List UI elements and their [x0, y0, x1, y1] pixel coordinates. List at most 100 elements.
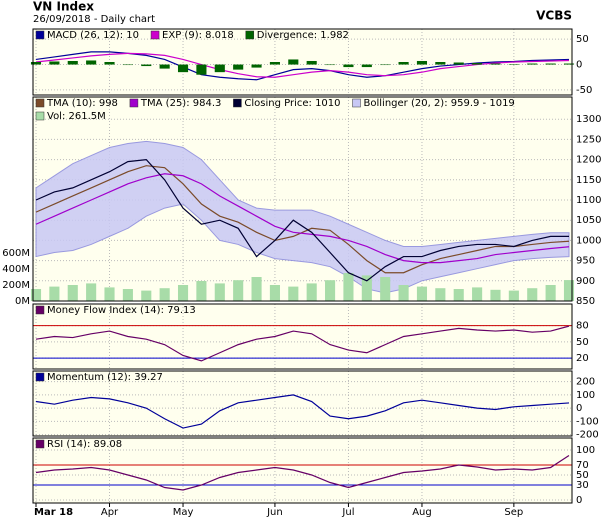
x-tick-label: May [173, 507, 194, 518]
y-tick-label: 1150 [576, 175, 601, 186]
series-line [35, 454, 570, 491]
y-tick-label: 100 [576, 445, 595, 456]
volume-bar [67, 285, 78, 301]
y-tick-label: 100 [576, 390, 595, 401]
volume-bar [233, 280, 244, 301]
series-line [35, 165, 570, 274]
panel-frame [32, 96, 573, 302]
histogram-bar [288, 59, 299, 65]
legend-swatch [35, 372, 45, 382]
volume-bar [361, 275, 372, 301]
x-tick-label: Mar 18 [34, 507, 73, 518]
legend-label: EXP (9): 8.018 [162, 30, 234, 41]
y-tick-label: 70 [576, 460, 589, 471]
histogram-bar [233, 64, 244, 70]
volume-bar [545, 285, 556, 301]
volume-bar [177, 285, 189, 301]
legend-label: RSI (14): 89.08 [47, 439, 122, 450]
volume-bar [398, 285, 409, 301]
legend-swatch [233, 98, 242, 108]
volume-bar [472, 287, 483, 301]
bollinger-band [35, 140, 570, 294]
histogram-bar [141, 64, 152, 67]
legend-label: Money Flow Index (14): 79.13 [47, 305, 196, 316]
y-tick-label: 0 [576, 403, 582, 414]
chart-title: VN Index [33, 0, 94, 14]
y-tick-label: 200 [576, 377, 595, 388]
histogram-bar [306, 60, 317, 65]
legend-label: TMA (10): 998 [46, 98, 118, 109]
volume-bar [122, 289, 133, 301]
volume-bar [380, 277, 391, 301]
y-tick-label: 50 [576, 337, 589, 348]
histogram-bar [49, 61, 60, 65]
histogram-bar [67, 60, 78, 65]
volume-bar [508, 290, 519, 301]
legend-swatch [150, 30, 160, 40]
x-tick-label: Aug [412, 507, 432, 518]
panel-frame [32, 28, 573, 96]
histogram-bar [545, 63, 556, 65]
histogram-bar [453, 62, 464, 65]
y-tick-label: -50 [576, 85, 592, 96]
y-tick-label: 30 [576, 480, 589, 491]
histogram-bar [343, 64, 354, 68]
volume-bar [306, 283, 317, 301]
x-tick-label: Jul [341, 507, 354, 518]
legend-swatch [245, 30, 255, 40]
legend-swatch [35, 98, 45, 108]
volume-bar [214, 283, 225, 301]
legend-label: TMA (25): 984.3 [140, 98, 221, 109]
volume-bar [325, 280, 336, 301]
x-tick-label: Jun [266, 507, 283, 518]
y-tick-label: 0 [576, 495, 582, 506]
y-tick-label: 50 [576, 470, 589, 481]
y-tick-label: 50 [576, 34, 589, 45]
y-tick-label: 1300 [576, 114, 601, 125]
histogram-bar [527, 63, 538, 65]
panel-frame [32, 303, 573, 370]
volume-bar [490, 289, 501, 301]
legend-label: MACD (26, 12): 10 [47, 30, 139, 41]
source: VCBS [536, 9, 572, 23]
series-line [35, 173, 570, 264]
histogram-bar [214, 64, 225, 73]
histogram-bar [325, 64, 336, 66]
panel-frame [32, 370, 573, 437]
histogram-bar [251, 64, 262, 68]
series-line [35, 394, 570, 429]
histogram-bar [380, 64, 391, 66]
legend-swatch [35, 439, 45, 449]
legend-swatch [129, 98, 139, 108]
legend-swatch [35, 111, 45, 121]
histogram-bar [177, 64, 189, 73]
y-tick-label: 1250 [576, 134, 601, 145]
volume-bar [196, 281, 207, 301]
histogram-bar [86, 60, 97, 65]
volume-bar [49, 286, 60, 301]
y2-tick-label: 200M [2, 280, 30, 291]
volume-bar [86, 283, 97, 301]
y-tick-label: 850 [576, 296, 595, 307]
volume-bar [141, 290, 152, 301]
legend-label: Vol: 261.5M [47, 111, 106, 122]
histogram-bar [159, 64, 170, 69]
legend-label: Bollinger (20, 2): 959.9 - 1019 [364, 98, 515, 109]
series-line [35, 158, 569, 282]
histogram-bar [361, 64, 372, 68]
y2-tick-label: 600M [2, 248, 30, 259]
y-tick-label: 1050 [576, 215, 601, 226]
histogram-bar [435, 62, 446, 65]
y-tick-label: 950 [576, 256, 595, 267]
x-tick-label: Sep [504, 507, 523, 518]
y-tick-label: 80 [576, 321, 589, 332]
y-tick-label: 20 [576, 353, 589, 364]
histogram-bar [416, 60, 428, 65]
histogram-bar [122, 64, 133, 66]
legend-label: Momentum (12): 39.27 [47, 372, 163, 383]
histogram-bar [30, 62, 42, 65]
y-tick-label: 1000 [576, 235, 601, 246]
volume-bar [453, 289, 464, 301]
